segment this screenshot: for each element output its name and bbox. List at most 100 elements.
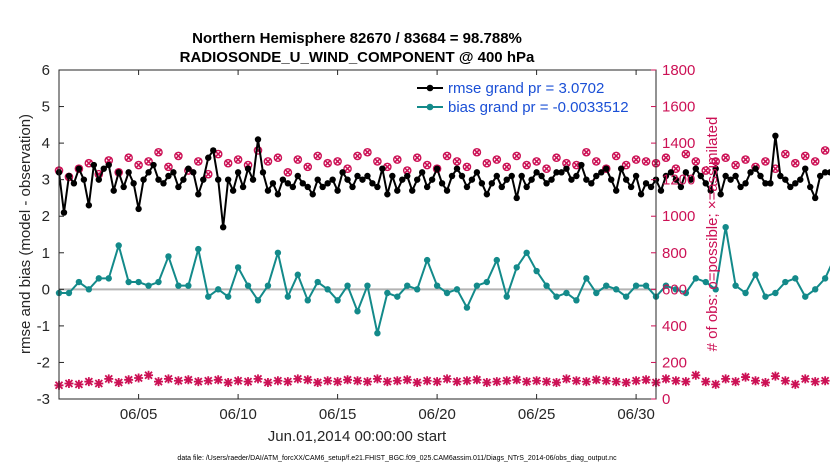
obs-possible-point [791, 158, 800, 168]
obs-assimilated-point [731, 377, 741, 387]
bias-point [523, 249, 530, 256]
bias-point [433, 282, 441, 289]
obs-possible-point [502, 162, 512, 172]
rmse-point [608, 176, 615, 183]
bias-point [344, 282, 351, 289]
obs-possible-point [492, 155, 502, 164]
bias-point [284, 293, 292, 300]
obs-assimilated-point [542, 377, 552, 387]
obs-possible-assim-mark [632, 155, 640, 164]
rmse-point [667, 169, 675, 176]
rmse-point [588, 180, 595, 187]
rmse-point [787, 183, 794, 191]
bias-point [105, 275, 112, 282]
rmse-point [563, 165, 570, 172]
rmse-point [289, 183, 297, 191]
rmse-point [568, 176, 575, 183]
obs-possible-point [522, 160, 531, 170]
obs-possible-assim-mark [304, 163, 312, 171]
obs-assimilated-point [74, 379, 84, 389]
obs-possible-point [741, 155, 750, 164]
rmse-point [662, 172, 670, 180]
obs-assimilated-point [263, 378, 273, 388]
rmse-point [498, 183, 505, 191]
rmse-point [617, 165, 625, 172]
bias-point [195, 245, 202, 253]
obs-assimilated-point [253, 374, 263, 384]
bias-point [662, 282, 670, 289]
obs-assimilated-point [124, 375, 134, 385]
rmse-point [782, 176, 789, 183]
obs-assimilated-point [552, 378, 561, 388]
obs-possible-assim-mark [473, 148, 481, 156]
rmse-point [70, 180, 78, 187]
obs-possible-assim-mark [234, 155, 242, 164]
bias-point [155, 278, 162, 286]
obs-possible-point [462, 162, 472, 172]
obs-assimilated-point [721, 374, 731, 384]
legend-bias-label: bias grand pr = -0.0033512 [448, 99, 629, 116]
bias-point [414, 286, 421, 293]
obs-assimilated-point [223, 378, 233, 388]
x-tick-label: 06/10 [219, 406, 257, 423]
obs-possible-assim-mark [174, 152, 182, 160]
bias-point [573, 297, 580, 304]
obs-assimilated-point [661, 374, 671, 384]
rmse-point [508, 172, 515, 180]
obs-possible-assim-mark [144, 157, 153, 165]
rmse-point [274, 191, 282, 198]
y-left-tick-label: 0 [42, 281, 50, 298]
rmse-point [379, 165, 386, 172]
obs-possible-assim-mark [642, 157, 650, 165]
y-left-tick-label: 3 [42, 172, 50, 189]
obs-assimilated-point [213, 375, 223, 385]
bias-point [304, 297, 311, 304]
rmse-point [767, 180, 774, 187]
rmse-point [518, 172, 525, 180]
rmse-point [140, 176, 147, 183]
y-right-tick-label: 1000 [662, 208, 695, 225]
rmse-point [488, 180, 496, 187]
rmse-point [125, 169, 132, 176]
obs-possible-point [761, 157, 770, 166]
rmse-point [249, 176, 257, 183]
rmse-point [523, 183, 530, 191]
obs-possible-point [313, 151, 323, 161]
bias-point [384, 289, 391, 297]
obs-possible-point [820, 146, 830, 155]
obs-possible-point [124, 153, 133, 163]
obs-possible-point [293, 155, 303, 164]
legend: rmse grand pr = 3.0702 bias grand pr = -… [417, 80, 629, 116]
bias-point [513, 264, 520, 271]
bias-point [821, 275, 829, 282]
obs-assimilated-point [303, 375, 313, 385]
bias-point [752, 271, 759, 278]
obs-possible-assim-mark [463, 163, 471, 171]
y-axis-left-label: rmse and bias (model - observation) [17, 114, 34, 354]
rmse-point [65, 172, 73, 180]
rmse-point [672, 176, 680, 183]
obs-possible-point [303, 162, 313, 172]
bias-point [543, 282, 550, 289]
rmse-point [110, 187, 117, 194]
obs-assimilated-point [313, 378, 323, 388]
obs-possible-assim-mark [801, 152, 809, 160]
obs-possible-assim-mark [533, 157, 541, 165]
rmse-point [150, 161, 157, 169]
obs-possible-assim-mark [204, 170, 212, 178]
obs-assimilated-point [273, 376, 283, 386]
obs-assimilated-point [691, 370, 701, 380]
rmse-point [742, 180, 749, 187]
obs-assimilated-point [462, 376, 472, 386]
obs-possible-assim-mark [294, 155, 302, 164]
bias-point [503, 293, 510, 300]
rmse-point [722, 172, 729, 180]
bias-point [85, 286, 93, 293]
rmse-point [264, 187, 272, 194]
obs-possible-assim-mark [343, 165, 352, 173]
bias-point [463, 304, 471, 311]
obs-possible-assim-mark [214, 150, 222, 158]
rmse-point [205, 154, 212, 161]
obs-possible-assim-mark [105, 156, 113, 165]
rmse-point [75, 165, 83, 172]
